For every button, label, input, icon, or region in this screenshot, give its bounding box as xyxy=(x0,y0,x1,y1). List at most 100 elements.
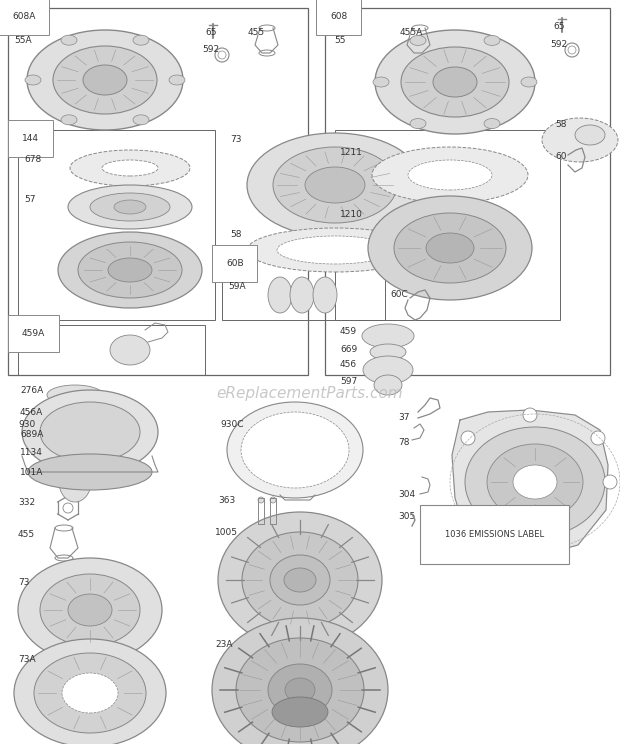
Text: 73: 73 xyxy=(230,135,242,144)
Ellipse shape xyxy=(61,115,77,125)
Circle shape xyxy=(523,408,537,422)
Text: 60: 60 xyxy=(555,152,567,161)
Ellipse shape xyxy=(241,412,349,488)
Ellipse shape xyxy=(259,25,275,31)
Ellipse shape xyxy=(408,160,492,190)
Ellipse shape xyxy=(575,125,605,145)
Text: 23A: 23A xyxy=(215,640,232,649)
Text: 58: 58 xyxy=(230,230,242,239)
Ellipse shape xyxy=(227,402,363,498)
Text: 455A: 455A xyxy=(400,28,423,37)
Ellipse shape xyxy=(368,196,532,300)
Ellipse shape xyxy=(242,532,358,628)
Ellipse shape xyxy=(272,697,328,727)
Ellipse shape xyxy=(513,465,557,499)
Ellipse shape xyxy=(169,75,185,85)
Ellipse shape xyxy=(270,555,330,605)
Ellipse shape xyxy=(372,147,528,203)
Ellipse shape xyxy=(290,277,314,313)
Text: 57: 57 xyxy=(24,195,35,204)
Ellipse shape xyxy=(521,77,537,87)
Text: 459: 459 xyxy=(340,327,357,336)
Ellipse shape xyxy=(110,335,150,365)
Ellipse shape xyxy=(412,25,428,31)
Text: 332: 332 xyxy=(18,498,35,507)
Text: 689A: 689A xyxy=(20,430,43,439)
Ellipse shape xyxy=(394,213,506,283)
Text: 456A: 456A xyxy=(20,408,43,417)
Ellipse shape xyxy=(14,639,166,744)
Text: 1134: 1134 xyxy=(20,448,43,457)
Ellipse shape xyxy=(277,236,393,264)
Text: 1210: 1210 xyxy=(340,210,363,219)
Ellipse shape xyxy=(433,67,477,97)
Ellipse shape xyxy=(133,35,149,45)
Ellipse shape xyxy=(102,160,158,176)
Bar xyxy=(18,130,215,320)
Text: 276A: 276A xyxy=(20,386,43,395)
Ellipse shape xyxy=(70,150,190,186)
Ellipse shape xyxy=(247,133,423,237)
Ellipse shape xyxy=(313,277,337,313)
Text: 144: 144 xyxy=(22,134,39,143)
Ellipse shape xyxy=(363,356,413,384)
Ellipse shape xyxy=(247,228,423,272)
Text: 456: 456 xyxy=(340,360,357,369)
Ellipse shape xyxy=(268,664,332,716)
Circle shape xyxy=(258,497,264,503)
Text: 1005: 1005 xyxy=(215,528,238,537)
Ellipse shape xyxy=(465,427,605,537)
Ellipse shape xyxy=(236,638,364,742)
Ellipse shape xyxy=(61,35,77,45)
Ellipse shape xyxy=(484,36,500,45)
Text: 59A: 59A xyxy=(228,282,246,291)
Ellipse shape xyxy=(34,653,146,733)
Ellipse shape xyxy=(273,147,397,223)
Ellipse shape xyxy=(268,277,292,313)
Ellipse shape xyxy=(484,118,500,129)
Ellipse shape xyxy=(487,444,583,520)
Ellipse shape xyxy=(362,324,414,348)
Text: 60C: 60C xyxy=(390,290,408,299)
Circle shape xyxy=(270,497,276,503)
Ellipse shape xyxy=(22,390,158,474)
Text: 608A: 608A xyxy=(12,12,35,21)
Ellipse shape xyxy=(27,30,183,130)
Circle shape xyxy=(603,475,617,489)
Text: 58: 58 xyxy=(555,120,567,129)
Ellipse shape xyxy=(212,618,388,744)
Text: 592: 592 xyxy=(202,45,219,54)
Circle shape xyxy=(461,431,475,445)
Text: 73: 73 xyxy=(18,578,30,587)
Ellipse shape xyxy=(83,65,127,95)
Text: 455: 455 xyxy=(18,530,35,539)
Ellipse shape xyxy=(37,404,113,436)
Ellipse shape xyxy=(370,344,406,360)
Ellipse shape xyxy=(68,594,112,626)
Ellipse shape xyxy=(114,200,146,214)
Text: 65: 65 xyxy=(553,22,564,31)
Text: 65: 65 xyxy=(205,28,216,37)
Bar xyxy=(335,130,560,320)
Ellipse shape xyxy=(68,185,192,229)
Ellipse shape xyxy=(51,427,99,455)
Ellipse shape xyxy=(108,258,152,282)
Polygon shape xyxy=(452,410,608,558)
Text: 597: 597 xyxy=(340,377,357,386)
Ellipse shape xyxy=(133,115,149,125)
Bar xyxy=(8,8,308,375)
Text: 608: 608 xyxy=(330,12,347,21)
Ellipse shape xyxy=(90,193,170,221)
Text: eReplacementParts.com: eReplacementParts.com xyxy=(216,385,404,400)
Ellipse shape xyxy=(18,558,162,662)
Text: 930C: 930C xyxy=(220,420,244,429)
Bar xyxy=(325,8,610,375)
Text: 592: 592 xyxy=(550,40,567,49)
Ellipse shape xyxy=(285,678,315,702)
Text: 55A: 55A xyxy=(14,36,32,45)
Text: 304: 304 xyxy=(398,490,415,499)
Ellipse shape xyxy=(375,30,535,134)
Ellipse shape xyxy=(40,402,140,462)
Ellipse shape xyxy=(412,50,428,56)
Ellipse shape xyxy=(58,232,202,308)
